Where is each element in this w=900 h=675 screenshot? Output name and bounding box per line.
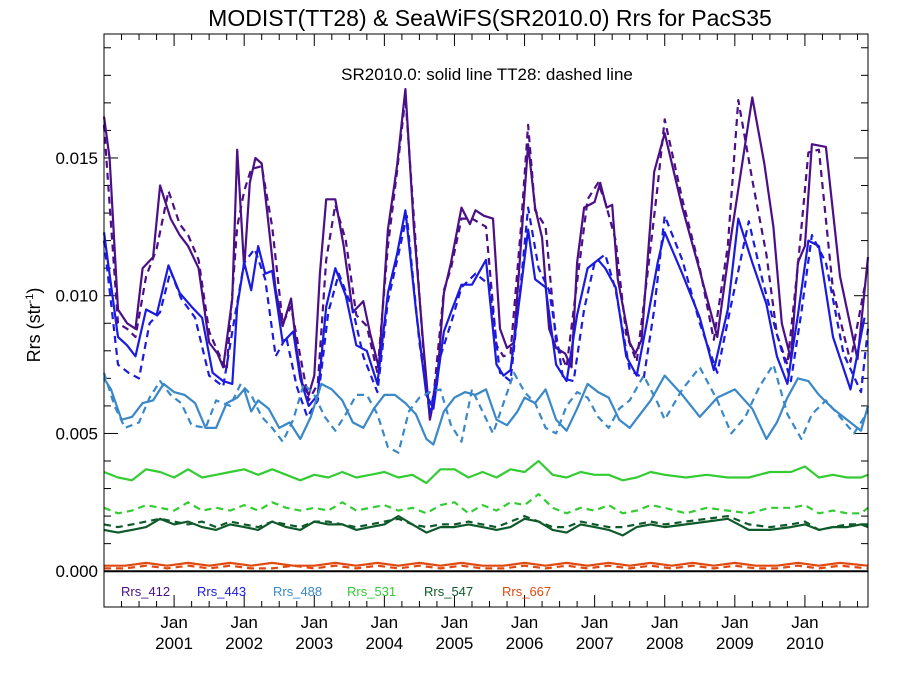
y-axis-label: Rrs (str-1) xyxy=(24,288,44,363)
x-tick-label-year: 2007 xyxy=(576,634,614,653)
y-tick-label: 0.000 xyxy=(55,562,98,581)
legend-entry-rrs-667: Rrs_667 xyxy=(502,584,551,599)
x-tick-label-year: 2008 xyxy=(646,634,684,653)
series-line-rrs-488-solid xyxy=(103,374,870,446)
y-tick-label: 0.015 xyxy=(55,149,98,168)
x-tick-label-month: Jan xyxy=(230,613,257,632)
series-line-rrs-488-dashed xyxy=(102,363,869,454)
x-tick-label-month: Jan xyxy=(160,613,187,632)
series-line-rrs-531-solid xyxy=(103,459,869,485)
series-line-rrs-443-dashed xyxy=(102,206,870,418)
chart-title: MODIST(TT28) & SeaWiFS(SR2010.0) Rrs for… xyxy=(208,5,772,31)
x-tick-label-month: Jan xyxy=(511,613,538,632)
series-line-rrs-412-solid xyxy=(102,87,870,421)
legend-entry-rrs-531: Rrs_531 xyxy=(347,584,396,599)
line-style-annotation: SR2010.0: solid line TT28: dashed line xyxy=(341,65,633,84)
y-tick-label: 0.005 xyxy=(55,424,98,443)
x-tick-label-month: Jan xyxy=(721,613,748,632)
legend-entry-rrs-412: Rrs_412 xyxy=(121,584,170,599)
x-tick-label-year: 2009 xyxy=(716,634,754,653)
x-tick-label-year: 2004 xyxy=(365,634,403,653)
x-tick-label-year: 2001 xyxy=(155,634,193,653)
legend-entry-rrs-547: Rrs_547 xyxy=(424,584,473,599)
x-tick-label-month: Jan xyxy=(651,613,678,632)
series-line-rrs-531-dashed xyxy=(103,493,869,515)
series-line-rrs-667-solid xyxy=(104,561,869,567)
x-tick-label-year: 2006 xyxy=(506,634,544,653)
x-tick-label-year: 2003 xyxy=(295,634,333,653)
x-tick-label-year: 2010 xyxy=(786,634,824,653)
x-tick-label-month: Jan xyxy=(791,613,818,632)
plot-area: 0.000 0.005 0.010 0.015 Jan 2001 Jan 2002 Jan 200… xyxy=(55,34,870,653)
legend-entry-rrs-443: Rrs_443 xyxy=(197,584,246,599)
x-tick-label-year: 2005 xyxy=(436,634,474,653)
legend-entry-rrs-488: Rrs_488 xyxy=(273,584,322,599)
x-tick-label-month: Jan xyxy=(581,613,608,632)
x-tick-label-month: Jan xyxy=(371,613,398,632)
series-line-rrs-547-dashed xyxy=(103,514,868,532)
series-line-rrs-443-solid xyxy=(102,209,866,410)
y-tick-label: 0.010 xyxy=(55,287,98,306)
series-line-rrs-412-dashed xyxy=(102,96,866,402)
x-tick-label-month: Jan xyxy=(301,613,328,632)
series-line-rrs-547-solid xyxy=(103,514,869,537)
x-tick-label-year: 2002 xyxy=(225,634,263,653)
x-tick-label-month: Jan xyxy=(441,613,468,632)
plot-frame xyxy=(103,33,869,608)
